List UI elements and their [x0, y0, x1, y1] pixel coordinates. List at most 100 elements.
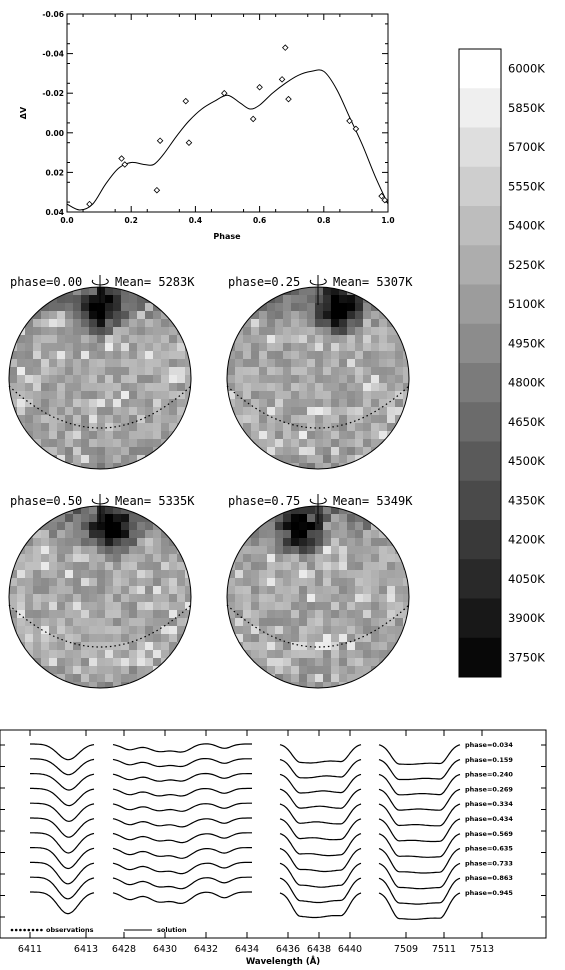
map-cell: [355, 650, 364, 659]
map-cell: [169, 343, 178, 352]
map-cell: [355, 375, 364, 384]
map-cell: [291, 514, 300, 523]
map-cell: [17, 538, 26, 547]
map-cell: [161, 538, 170, 547]
map-cell: [323, 570, 332, 579]
map-cell: [65, 562, 74, 571]
map-cell: [307, 447, 316, 456]
map-cell: [323, 359, 332, 368]
map-cell: [387, 343, 396, 352]
map-cell: [97, 594, 106, 603]
map-cell: [267, 391, 276, 400]
map-cell: [153, 594, 162, 603]
map-cell: [299, 439, 308, 448]
map-cell: [161, 399, 170, 408]
map-cell: [315, 602, 324, 611]
light-curve-ticks: [66, 13, 389, 213]
legend-observation-dot: [40, 928, 43, 932]
map-cell: [169, 383, 178, 392]
map-cell: [73, 295, 82, 304]
map-cell: [315, 295, 324, 304]
map-cell: [57, 546, 66, 555]
map-cell: [177, 578, 186, 587]
x-tick-label: 0.6: [253, 216, 266, 225]
map-cell: [387, 610, 396, 619]
map-cell: [25, 618, 34, 627]
profile-phase-label: phase=0.269: [465, 785, 513, 793]
map-cell: [65, 447, 74, 456]
map-cell: [49, 626, 58, 635]
map-cell: [49, 666, 58, 675]
legend-observation-dot: [19, 928, 22, 932]
map-cell: [17, 610, 26, 619]
map-cell: [9, 367, 18, 376]
map-cell: [145, 586, 154, 595]
map-cell: [73, 594, 82, 603]
map-cell: [379, 327, 388, 336]
map-cell: [73, 287, 82, 296]
map-cell: [259, 367, 268, 376]
map-mean-label: Mean= 5349K: [333, 494, 413, 508]
map-cell: [363, 602, 372, 611]
map-cell: [65, 367, 74, 376]
map-cell: [251, 431, 260, 440]
map-cell: [177, 351, 186, 360]
map-cell: [89, 650, 98, 659]
map-cell: [291, 522, 300, 531]
map-cell: [169, 399, 178, 408]
map-cell: [129, 602, 138, 611]
map-cell: [307, 383, 316, 392]
map-cell: [347, 658, 356, 667]
map-cell: [65, 666, 74, 675]
map-cell: [315, 415, 324, 424]
map-cell: [105, 375, 114, 384]
map-cell: [153, 610, 162, 619]
map-cell: [169, 562, 178, 571]
map-cell: [267, 642, 276, 651]
map-cell: [161, 343, 170, 352]
map-cell: [97, 423, 106, 432]
map-cell: [89, 570, 98, 579]
observation-point: [352, 125, 360, 133]
map-cell: [105, 383, 114, 392]
map-cell: [41, 407, 50, 416]
map-cell: [33, 610, 42, 619]
map-cell: [33, 642, 42, 651]
map-cell: [387, 594, 396, 603]
map-cell: [73, 359, 82, 368]
map-cell: [379, 522, 388, 531]
map-cell: [153, 343, 162, 352]
map-cell: [41, 578, 50, 587]
map-cell: [275, 546, 284, 555]
map-cell: [89, 554, 98, 563]
map-phase-label: phase=0.00: [10, 275, 82, 289]
map-cell: [283, 538, 292, 547]
x-tick-label: 0.4: [189, 216, 202, 225]
map-cell: [235, 407, 244, 416]
map-cell: [121, 375, 130, 384]
map-cell: [315, 423, 324, 432]
map-cell: [331, 506, 340, 515]
map-cell: [355, 626, 364, 635]
map-cell: [275, 311, 284, 320]
map-cell: [315, 578, 324, 587]
profile-x-tick-label: 6434: [235, 944, 259, 955]
map-cell: [315, 634, 324, 643]
map-cell: [347, 562, 356, 571]
map-cell: [291, 674, 300, 683]
map-cell: [9, 578, 18, 587]
map-cell: [49, 391, 58, 400]
map-cell: [161, 554, 170, 563]
map-cell: [97, 391, 106, 400]
map-cell: [129, 335, 138, 344]
map-cell: [371, 570, 380, 579]
map-cell: [291, 367, 300, 376]
map-cell: [89, 295, 98, 304]
map-phase-label: phase=0.75: [228, 494, 300, 508]
map-cell: [291, 666, 300, 675]
map-cell: [33, 415, 42, 424]
map-cell: [371, 375, 380, 384]
map-cell: [137, 327, 146, 336]
map-cell: [81, 634, 90, 643]
map-cell: [267, 359, 276, 368]
